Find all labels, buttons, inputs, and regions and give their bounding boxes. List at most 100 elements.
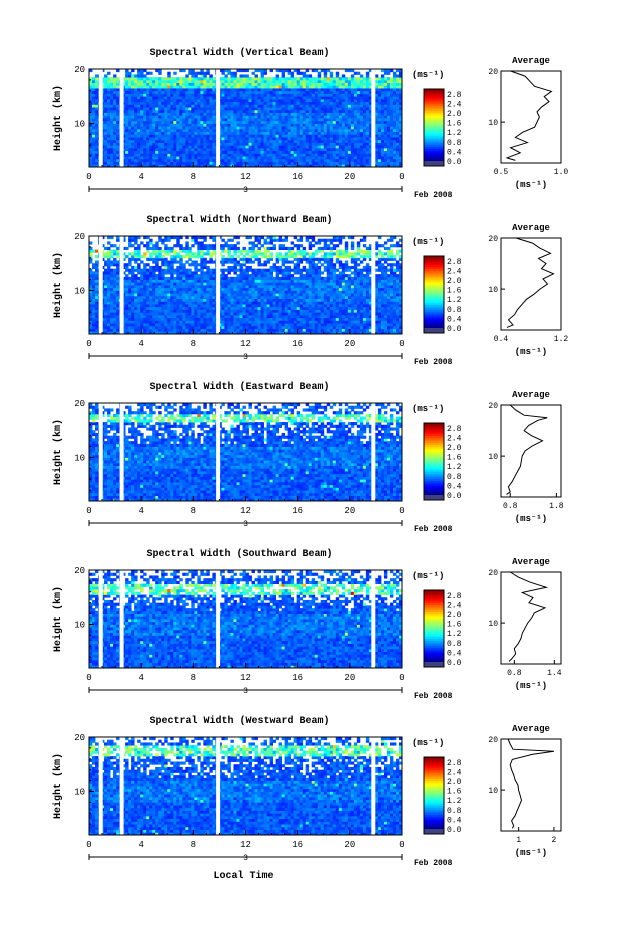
heatmap-cell: [302, 93, 307, 97]
heatmap-cell: [167, 85, 171, 89]
heatmap-cell: [176, 323, 180, 327]
heatmap-cell: [353, 131, 358, 135]
heatmap-cell: [212, 126, 216, 130]
heatmap-cell: [287, 314, 292, 319]
heatmap-cell: [194, 90, 198, 94]
heatmap-cell: [239, 320, 243, 324]
heatmap-cell: [347, 301, 352, 305]
heatmap-cell: [128, 304, 132, 308]
heatmap-cell: [191, 147, 195, 152]
heatmap-cell: [110, 112, 114, 116]
heatmap-cell: [137, 128, 141, 133]
heatmap-cell: [92, 82, 96, 86]
heatmap-cell: [170, 137, 174, 141]
heatmap-cell: [269, 142, 273, 146]
heatmap-cell: [296, 139, 301, 143]
heatmap-cell: [305, 131, 310, 135]
heatmap-cell: [167, 150, 171, 154]
heatmap-cell: [185, 147, 189, 152]
heatmap-cell: [362, 139, 367, 143]
heatmap-cell: [347, 134, 352, 138]
heatmap-cell: [194, 150, 198, 154]
heatmap-cell: [254, 304, 258, 308]
heatmap-cell: [140, 153, 144, 157]
heatmap-cell: [200, 139, 204, 143]
heatmap-cell: [293, 96, 298, 100]
heatmap-cell: [161, 156, 165, 160]
heatmap-cell: [317, 317, 322, 321]
heatmap-cell: [245, 77, 249, 81]
heatmap-cell: [263, 93, 267, 97]
heatmap-cell: [395, 325, 400, 329]
heatmap-cell: [149, 93, 153, 97]
heatmap-cell: [110, 126, 114, 130]
heatmap-cell: [359, 145, 364, 149]
heatmap-cell: [206, 298, 210, 302]
heatmap-cell: [335, 128, 340, 133]
heatmap-cell: [380, 150, 385, 154]
heatmap-cell: [380, 306, 385, 310]
heatmap-cell: [173, 323, 177, 327]
heatmap-cell: [278, 328, 283, 332]
heatmap-cell: [191, 93, 195, 97]
heatmap-cell: [101, 328, 105, 332]
heatmap-cell: [380, 312, 385, 316]
heatmap-cell: [107, 109, 111, 113]
heatmap-cell: [398, 115, 403, 119]
heatmap-cell: [332, 304, 337, 308]
heatmap-cell: [170, 306, 174, 310]
heatmap-cell: [92, 104, 96, 108]
heatmap-cell: [143, 128, 147, 133]
heatmap-cell: [380, 314, 385, 319]
heatmap-cell: [278, 88, 283, 92]
heatmap-cell: [338, 312, 343, 316]
heatmap-cell: [287, 164, 292, 168]
heatmap-cell: [347, 145, 352, 149]
heatmap-cell: [338, 328, 343, 332]
heatmap-cell: [341, 328, 346, 332]
heatmap-cell: [185, 314, 189, 319]
heatmap-cell: [299, 85, 304, 89]
heatmap-cell: [122, 306, 126, 310]
heatmap-cell: [293, 137, 298, 141]
colorbar-segment: [424, 146, 444, 149]
heatmap-cell: [311, 128, 316, 133]
heatmap-cell: [89, 314, 93, 319]
heatmap-cell: [227, 90, 231, 94]
heatmap-cell: [137, 82, 141, 86]
heatmap-cell: [149, 107, 153, 111]
heatmap-cell: [191, 306, 195, 310]
heatmap-cell: [179, 82, 183, 86]
heatmap-cell: [194, 320, 198, 324]
heatmap-cell: [278, 301, 283, 305]
heatmap-cell: [320, 150, 325, 154]
heatmap-cell: [362, 309, 367, 313]
heatmap-cell: [242, 118, 246, 122]
heatmap-cell: [101, 79, 105, 84]
heatmap-cell: [161, 139, 165, 143]
heatmap-cell: [380, 317, 385, 321]
heatmap-cell: [149, 123, 153, 127]
heatmap-cell: [182, 131, 186, 135]
heatmap-cell: [101, 309, 105, 313]
heatmap-cell: [194, 147, 198, 152]
heatmap-cell: [194, 115, 198, 119]
heatmap-cell: [263, 147, 267, 152]
heatmap-cell: [332, 85, 337, 89]
heatmap-cell: [143, 120, 147, 124]
heatmap-cell: [107, 115, 111, 119]
heatmap-cell: [191, 323, 195, 327]
heatmap-cell: [311, 104, 316, 108]
heatmap-cell: [248, 115, 252, 119]
heatmap-cell: [230, 123, 234, 127]
heatmap-cell: [326, 79, 331, 84]
heatmap-cell: [179, 314, 183, 319]
heatmap-cell: [92, 85, 96, 89]
heatmap-cell: [113, 323, 117, 327]
heatmap-cell: [224, 153, 228, 157]
heatmap-cell: [380, 115, 385, 119]
heatmap-cell: [290, 128, 295, 133]
heatmap-cell: [128, 306, 132, 310]
heatmap-cell: [191, 79, 195, 84]
heatmap-cell: [248, 142, 252, 146]
